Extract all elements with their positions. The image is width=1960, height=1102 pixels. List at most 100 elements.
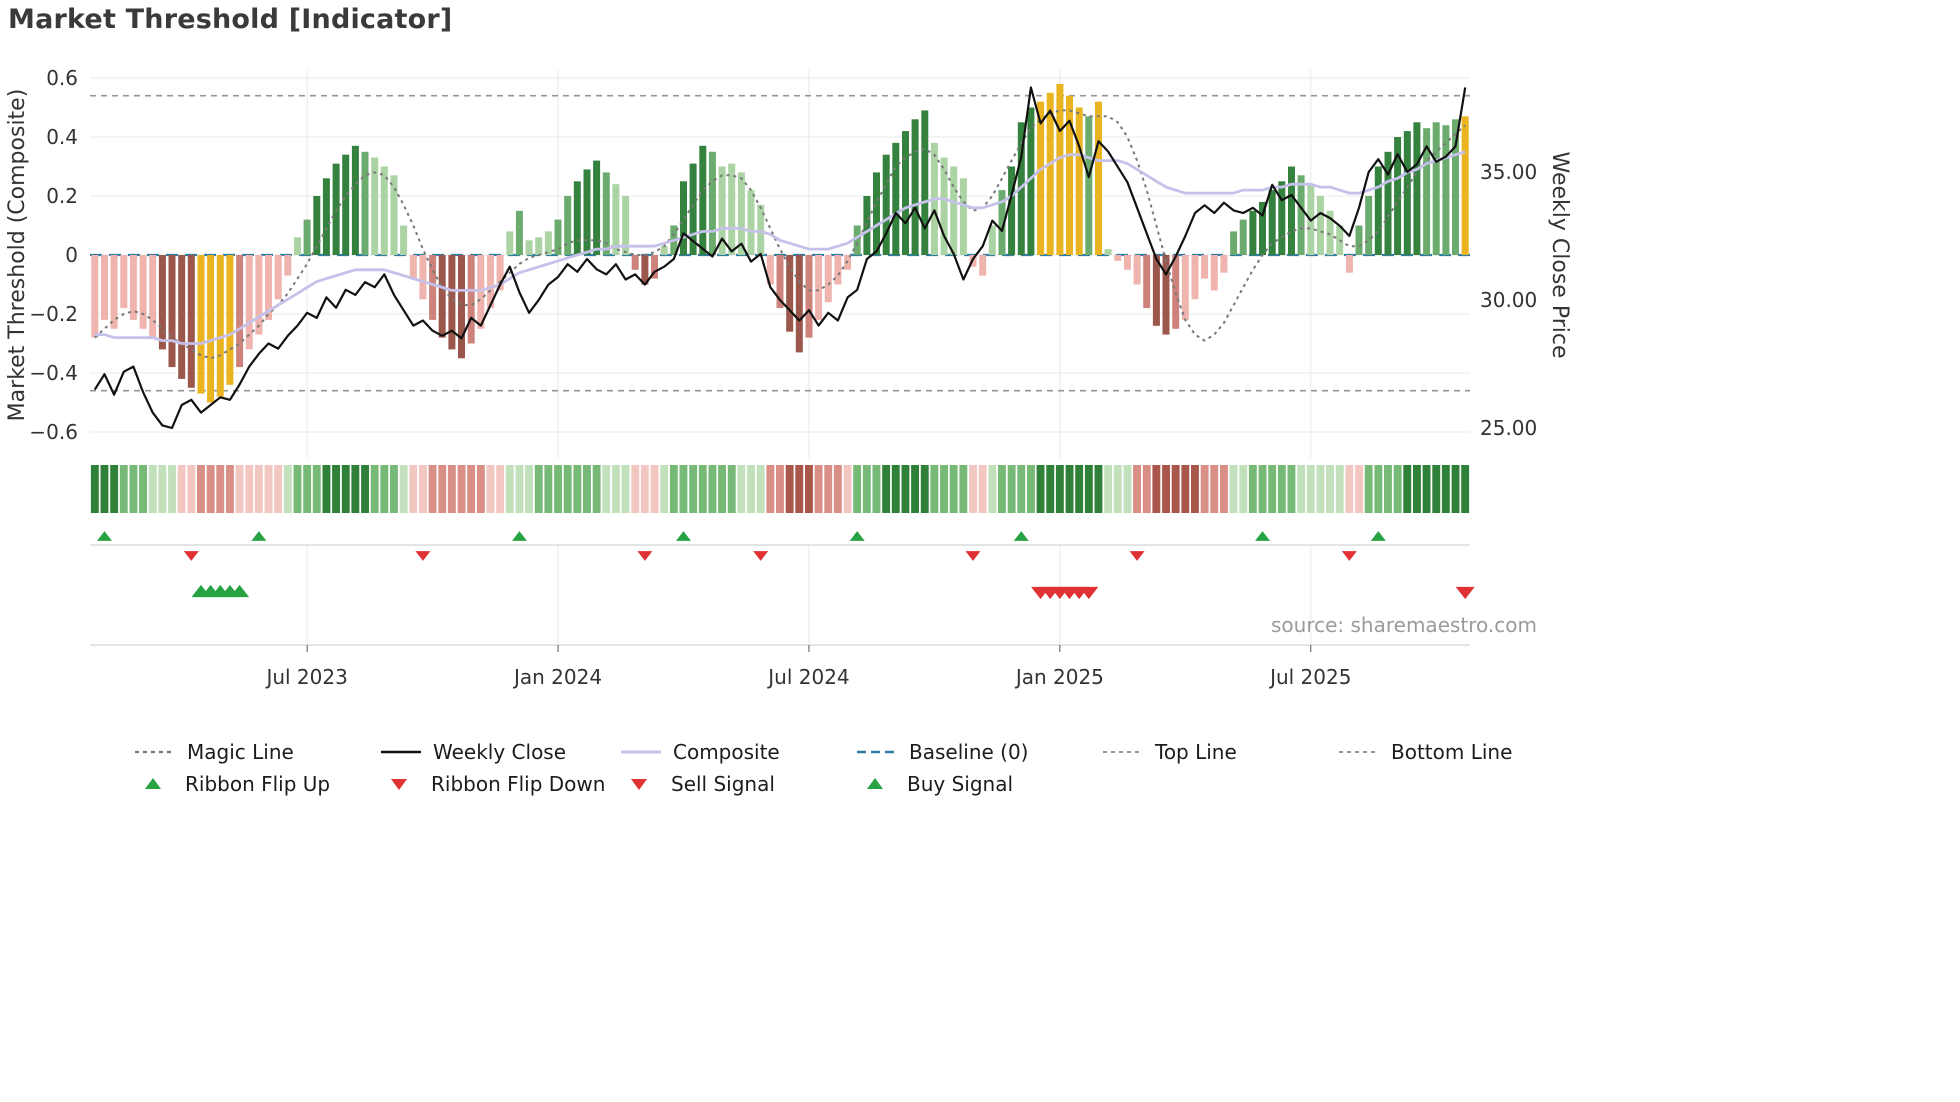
threshold-bar bbox=[303, 219, 311, 255]
threshold-bar bbox=[583, 169, 591, 255]
ribbon-flip-down-marker bbox=[183, 551, 199, 561]
ribbon-cell bbox=[882, 465, 891, 513]
right-axis-tick: 35.00 bbox=[1480, 160, 1537, 184]
ribbon-cell bbox=[621, 465, 630, 513]
threshold-bar bbox=[1008, 166, 1016, 255]
legend-row-signals: Ribbon Flip Up Ribbon Flip Down Sell Signa… bbox=[133, 768, 1577, 800]
threshold-bar bbox=[651, 255, 658, 279]
ribbon-cell bbox=[1335, 465, 1344, 513]
threshold-bar bbox=[1123, 255, 1131, 270]
ribbon-cell bbox=[1364, 465, 1373, 513]
threshold-bar bbox=[631, 255, 639, 270]
ribbon-cell bbox=[505, 465, 514, 513]
threshold-bar bbox=[342, 154, 350, 255]
ribbon-cell bbox=[1123, 465, 1132, 513]
threshold-bar bbox=[853, 225, 861, 255]
threshold-bar bbox=[361, 151, 369, 256]
up-triangle-shape bbox=[867, 778, 883, 789]
threshold-bar bbox=[525, 240, 533, 256]
threshold-bar bbox=[1066, 95, 1073, 255]
ribbon-cell bbox=[1036, 465, 1045, 513]
ribbon-cell bbox=[1220, 465, 1228, 513]
ribbon-cell bbox=[660, 465, 669, 513]
legend-label: Top Line bbox=[1155, 740, 1237, 764]
legend-item-buy-signal: Buy Signal bbox=[855, 772, 1101, 796]
ribbon-cell bbox=[235, 465, 244, 513]
threshold-bar bbox=[902, 131, 909, 255]
threshold-bar bbox=[824, 255, 832, 303]
ribbon-cell bbox=[264, 465, 273, 513]
ribbon-cell bbox=[168, 465, 176, 513]
legend-label: Magic Line bbox=[187, 740, 294, 764]
threshold-bar bbox=[129, 255, 137, 320]
threshold-bar bbox=[1355, 225, 1363, 255]
sell-signal-marker bbox=[1455, 586, 1475, 600]
down-triangle-shape bbox=[631, 779, 647, 790]
ribbon-cell bbox=[988, 465, 997, 513]
ribbon-cell bbox=[602, 465, 611, 513]
legend-item-composite: Composite bbox=[619, 740, 855, 764]
ribbon-cell bbox=[1055, 465, 1064, 513]
threshold-bar bbox=[612, 184, 620, 255]
ribbon-cell bbox=[148, 465, 157, 513]
weekly-close-line bbox=[93, 86, 1467, 430]
threshold-bar bbox=[979, 255, 987, 276]
threshold-bar bbox=[708, 151, 716, 256]
threshold-bar bbox=[448, 255, 456, 350]
ribbon-cell bbox=[708, 465, 717, 513]
ribbon-cell bbox=[1104, 465, 1113, 513]
threshold-bar bbox=[1152, 255, 1160, 326]
threshold-bar bbox=[294, 237, 301, 255]
ribbon-flip-down-marker bbox=[965, 551, 981, 561]
ribbon-cell bbox=[1007, 465, 1016, 513]
ribbon-flip-up-marker bbox=[1370, 531, 1386, 541]
ribbon-cell bbox=[534, 465, 543, 513]
threshold-bar bbox=[467, 255, 475, 344]
ribbon-cell bbox=[206, 465, 215, 513]
ribbon-cell bbox=[805, 465, 813, 513]
ribbon-cell bbox=[197, 465, 205, 513]
threshold-bar bbox=[1316, 196, 1324, 255]
ribbon-cell bbox=[1374, 465, 1383, 513]
ribbon-cell bbox=[891, 465, 900, 513]
legend-item-ribbon-flip-down: Ribbon Flip Down bbox=[379, 772, 619, 796]
ribbon-cell bbox=[998, 465, 1006, 513]
ribbon-flip-up-marker bbox=[511, 531, 527, 541]
threshold-bar bbox=[226, 255, 234, 385]
threshold-bar bbox=[921, 110, 929, 256]
dashed-line-icon bbox=[1339, 751, 1379, 753]
threshold-bar bbox=[940, 157, 948, 255]
magic-line-icon bbox=[135, 750, 175, 754]
threshold-bar bbox=[120, 255, 128, 309]
threshold-bar bbox=[573, 181, 581, 256]
ribbon-cell bbox=[1403, 465, 1412, 513]
ribbon-cell bbox=[322, 465, 331, 513]
ribbon-cell bbox=[361, 465, 369, 513]
up-triangle-shape bbox=[145, 778, 161, 789]
ribbon-cell bbox=[409, 465, 418, 513]
ribbon-cell bbox=[312, 465, 321, 513]
threshold-bar bbox=[766, 255, 774, 285]
threshold-bar bbox=[1075, 107, 1083, 255]
ribbon-cell bbox=[1046, 465, 1055, 513]
legend-label: Buy Signal bbox=[907, 772, 1014, 796]
ribbon-flip-down-marker bbox=[1341, 551, 1357, 561]
ribbon-cell bbox=[1065, 465, 1074, 513]
threshold-bar bbox=[602, 172, 610, 255]
legend-label: Sell Signal bbox=[671, 772, 775, 796]
threshold-bar bbox=[400, 225, 408, 255]
threshold-bar bbox=[873, 172, 880, 255]
ribbon-cell bbox=[862, 465, 871, 513]
ribbon-cell bbox=[216, 465, 225, 513]
down-triangle-icon bbox=[391, 779, 407, 790]
ribbon-cell bbox=[689, 465, 698, 513]
ribbon-cell bbox=[1306, 465, 1315, 513]
ribbon-cell bbox=[1277, 465, 1286, 513]
threshold-bar bbox=[815, 255, 823, 320]
x-axis-label: Jan 2025 bbox=[1014, 665, 1104, 689]
ribbon-cell bbox=[158, 465, 167, 513]
ribbon-cell bbox=[872, 465, 881, 513]
ribbon-cell bbox=[583, 465, 591, 513]
source-credit: source: sharemaestro.com bbox=[1271, 613, 1537, 637]
ribbon-cell bbox=[1355, 465, 1363, 513]
